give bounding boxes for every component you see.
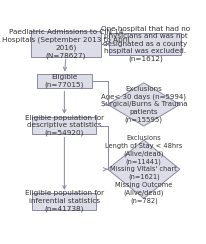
FancyBboxPatch shape bbox=[30, 31, 101, 57]
Text: Paediatric Admissions to CIN 14
Hospitals (September 2013 to April
2016)
(N=7862: Paediatric Admissions to CIN 14 Hospital… bbox=[2, 29, 129, 59]
Polygon shape bbox=[107, 140, 179, 198]
Text: Exclusions
Age< 30 days (n=5994)
Surgical/Burns & Trauma
patients
(n=15595): Exclusions Age< 30 days (n=5994) Surgica… bbox=[100, 86, 186, 123]
FancyBboxPatch shape bbox=[37, 74, 91, 89]
FancyBboxPatch shape bbox=[32, 117, 96, 134]
Text: Exclusions
Length of Stay < 48hrs
(Alive/dead)
(n=11441)
Missing Vitals' chart
(: Exclusions Length of Stay < 48hrs (Alive… bbox=[105, 135, 182, 203]
Text: Eligible population for
descriptive statistics
(n=54920): Eligible population for descriptive stat… bbox=[25, 115, 103, 136]
Polygon shape bbox=[107, 83, 179, 126]
Text: One hospital that had no
physicians and was not
designated as a county
hospital : One hospital that had no physicians and … bbox=[100, 26, 189, 62]
FancyBboxPatch shape bbox=[32, 193, 96, 210]
Text: Eligible population for
inferential statistics
(n=41738): Eligible population for inferential stat… bbox=[25, 190, 103, 212]
FancyBboxPatch shape bbox=[109, 33, 181, 55]
Text: Eligible
(n=77015): Eligible (n=77015) bbox=[44, 74, 84, 88]
